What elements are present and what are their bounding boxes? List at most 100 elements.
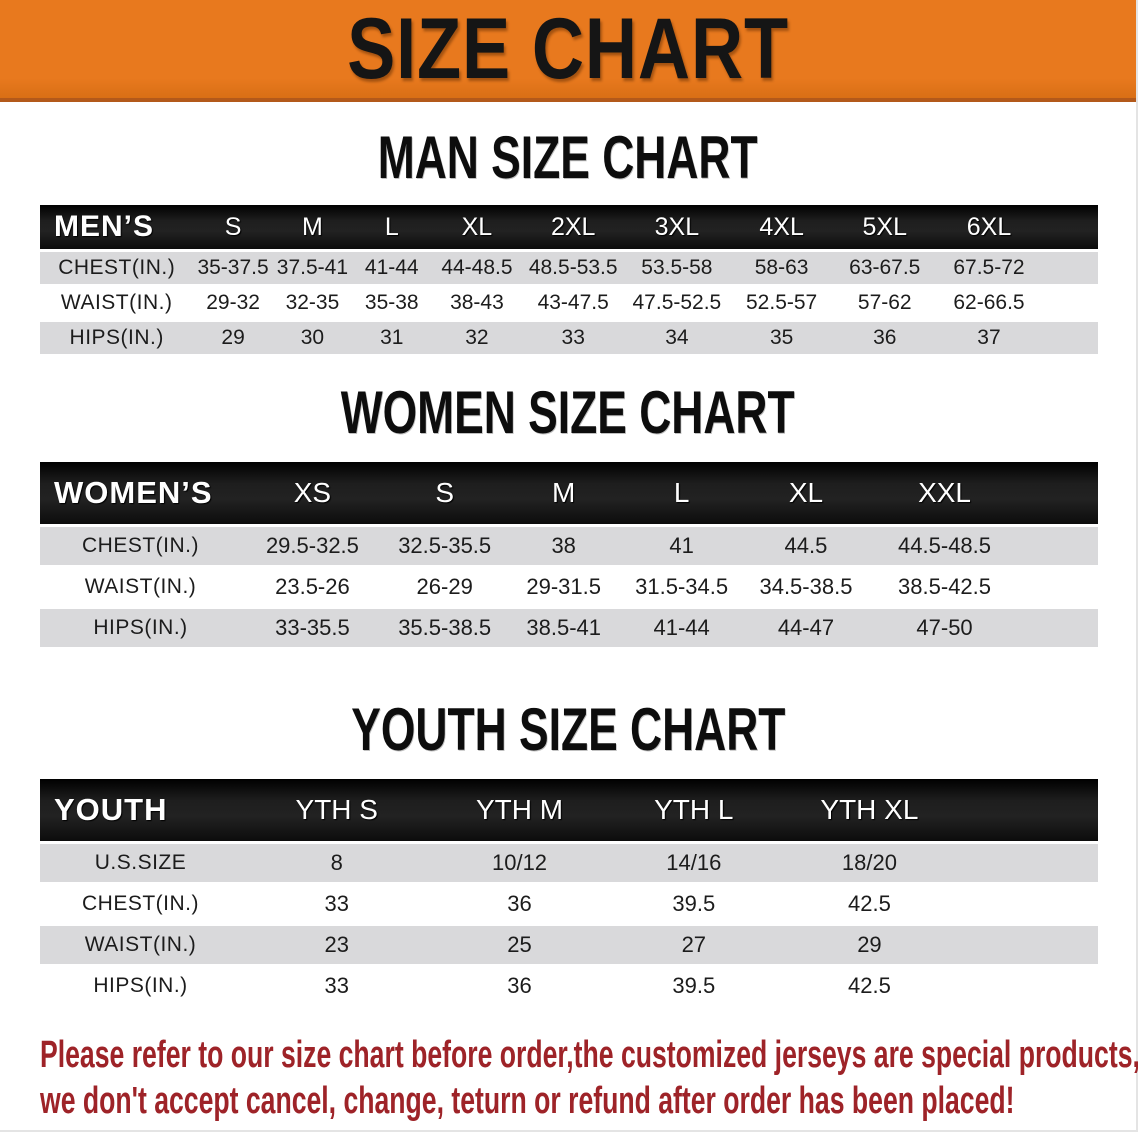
- value-cell: 42.5: [781, 885, 958, 923]
- footer-note: Please refer to our size chart before or…: [0, 1008, 1138, 1124]
- value-cell: 44-47: [741, 609, 871, 647]
- value-cell: 35: [729, 322, 834, 354]
- value-cell: 39.5: [606, 967, 782, 1005]
- value-cell: 38: [505, 527, 622, 565]
- value-cell: 29.5-32.5: [241, 527, 384, 565]
- row-filler: [1041, 252, 1098, 284]
- row-filler: [957, 926, 1098, 964]
- value-cell: 63-67.5: [833, 252, 937, 284]
- column-header-m: M: [272, 205, 353, 249]
- value-cell: 31: [352, 322, 432, 354]
- men-section-heading: MAN SIZE CHART: [0, 128, 1136, 188]
- youth-section-heading: YOUTH SIZE CHART: [0, 700, 1136, 760]
- value-cell: 18/20: [781, 844, 958, 882]
- women-header-row: WOMEN’S XS S M L XL XXL: [40, 462, 1098, 524]
- value-cell: 44.5: [741, 527, 871, 565]
- men-header-row: MEN’S S M L XL 2XL 3XL 4XL 5XL 6XL: [40, 205, 1098, 249]
- column-header-l: L: [621, 462, 742, 524]
- value-cell: 36: [432, 967, 607, 1005]
- value-cell: 35.5-38.5: [383, 609, 506, 647]
- youth-table-row: HIPS(IN.) 33 36 39.5 42.5: [40, 967, 1098, 1005]
- value-cell: 39.5: [606, 885, 782, 923]
- value-cell: 47.5-52.5: [623, 287, 730, 319]
- value-cell: 58-63: [729, 252, 834, 284]
- youth-table-row: CHEST(IN.) 33 36 39.5 42.5: [40, 885, 1098, 923]
- column-header-xl: XL: [741, 462, 871, 524]
- row-label: HIPS(IN.): [40, 322, 194, 354]
- value-cell: 37.5-41: [272, 252, 353, 284]
- value-cell: 26-29: [383, 568, 506, 606]
- value-cell: 38-43: [431, 287, 523, 319]
- header-filler: [1018, 462, 1098, 524]
- row-label: WAIST(IN.): [40, 287, 194, 319]
- value-cell: 14/16: [606, 844, 782, 882]
- footer-note-line-wrap: Please refer to our size chart before or…: [40, 1032, 1138, 1078]
- value-cell: 44-48.5: [431, 252, 523, 284]
- column-header-3xl: 3XL: [623, 205, 730, 249]
- row-label: CHEST(IN.): [40, 527, 242, 565]
- row-label: CHEST(IN.): [40, 885, 242, 923]
- value-cell: 41: [621, 527, 742, 565]
- youth-table-row: U.S.SIZE 8 10/12 14/16 18/20: [40, 844, 1098, 882]
- column-header-xl: XL: [431, 205, 523, 249]
- value-cell: 38.5-41: [505, 609, 622, 647]
- men-table-row: HIPS(IN.) 29 30 31 32 33 34 35 36 37: [40, 322, 1098, 354]
- value-cell: 33: [241, 967, 433, 1005]
- men-section-heading-text: MAN SIZE CHART: [378, 124, 758, 191]
- women-size-section: WOMEN SIZE CHART WOMEN’S XS S M L XL XXL CHEST(I…: [0, 357, 1136, 650]
- men-table-row: CHEST(IN.) 35-37.5 37.5-41 41-44 44-48.5 48.5…: [40, 252, 1098, 284]
- value-cell: 34: [623, 322, 730, 354]
- column-header-2xl: 2XL: [522, 205, 624, 249]
- value-cell: 8: [241, 844, 433, 882]
- value-cell: 43-47.5: [522, 287, 624, 319]
- row-filler: [1018, 527, 1098, 565]
- banner: SIZE CHART: [0, 0, 1136, 102]
- row-label: HIPS(IN.): [40, 609, 242, 647]
- value-cell: 33: [241, 885, 433, 923]
- youth-size-table: YOUTH YTH S YTH M YTH L YTH XL U.S.SIZE 8 10/12…: [40, 776, 1098, 1008]
- row-filler: [957, 885, 1098, 923]
- column-header-yth-l: YTH L: [606, 779, 782, 841]
- value-cell: 23: [241, 926, 433, 964]
- row-label: U.S.SIZE: [40, 844, 242, 882]
- column-header-s: S: [383, 462, 506, 524]
- value-cell: 27: [606, 926, 782, 964]
- value-cell: 29-31.5: [505, 568, 622, 606]
- value-cell: 37: [936, 322, 1042, 354]
- men-table-row: WAIST(IN.) 29-32 32-35 35-38 38-43 43-47.5 47.…: [40, 287, 1098, 319]
- value-cell: 57-62: [833, 287, 937, 319]
- value-cell: 30: [272, 322, 353, 354]
- column-header-6xl: 6XL: [936, 205, 1042, 249]
- row-filler: [1018, 609, 1098, 647]
- value-cell: 32: [431, 322, 523, 354]
- value-cell: 42.5: [781, 967, 958, 1005]
- value-cell: 41-44: [621, 609, 742, 647]
- row-filler: [1041, 322, 1098, 354]
- column-header-5xl: 5XL: [833, 205, 937, 249]
- value-cell: 35-37.5: [193, 252, 273, 284]
- row-filler: [957, 844, 1098, 882]
- value-cell: 32-35: [272, 287, 353, 319]
- column-header-yth-xl: YTH XL: [781, 779, 958, 841]
- banner-title: SIZE CHART: [347, 1, 789, 97]
- value-cell: 29-32: [193, 287, 273, 319]
- women-header-label: WOMEN’S: [40, 462, 242, 524]
- value-cell: 32.5-35.5: [383, 527, 506, 565]
- size-chart-sections: MAN SIZE CHART MEN’S S M L XL 2XL 3XL 4XL 5XL 6XL C…: [0, 102, 1136, 1008]
- women-table-row: HIPS(IN.) 33-35.5 35.5-38.5 38.5-41 41-44 44-…: [40, 609, 1098, 647]
- value-cell: 25: [432, 926, 607, 964]
- value-cell: 62-66.5: [936, 287, 1042, 319]
- women-table-row: WAIST(IN.) 23.5-26 26-29 29-31.5 31.5-34.5 34…: [40, 568, 1098, 606]
- value-cell: 67.5-72: [936, 252, 1042, 284]
- value-cell: 44.5-48.5: [870, 527, 1019, 565]
- footer-note-line: we don't accept cancel, change, teturn o…: [40, 1080, 1015, 1122]
- value-cell: 47-50: [870, 609, 1019, 647]
- row-filler: [957, 967, 1098, 1005]
- column-header-xxl: XXL: [870, 462, 1019, 524]
- value-cell: 33: [522, 322, 624, 354]
- value-cell: 33-35.5: [241, 609, 384, 647]
- row-label: WAIST(IN.): [40, 568, 242, 606]
- column-header-l: L: [352, 205, 432, 249]
- women-section-heading: WOMEN SIZE CHART: [0, 383, 1136, 443]
- footer-note-line-wrap: we don't accept cancel, change, teturn o…: [40, 1078, 1136, 1124]
